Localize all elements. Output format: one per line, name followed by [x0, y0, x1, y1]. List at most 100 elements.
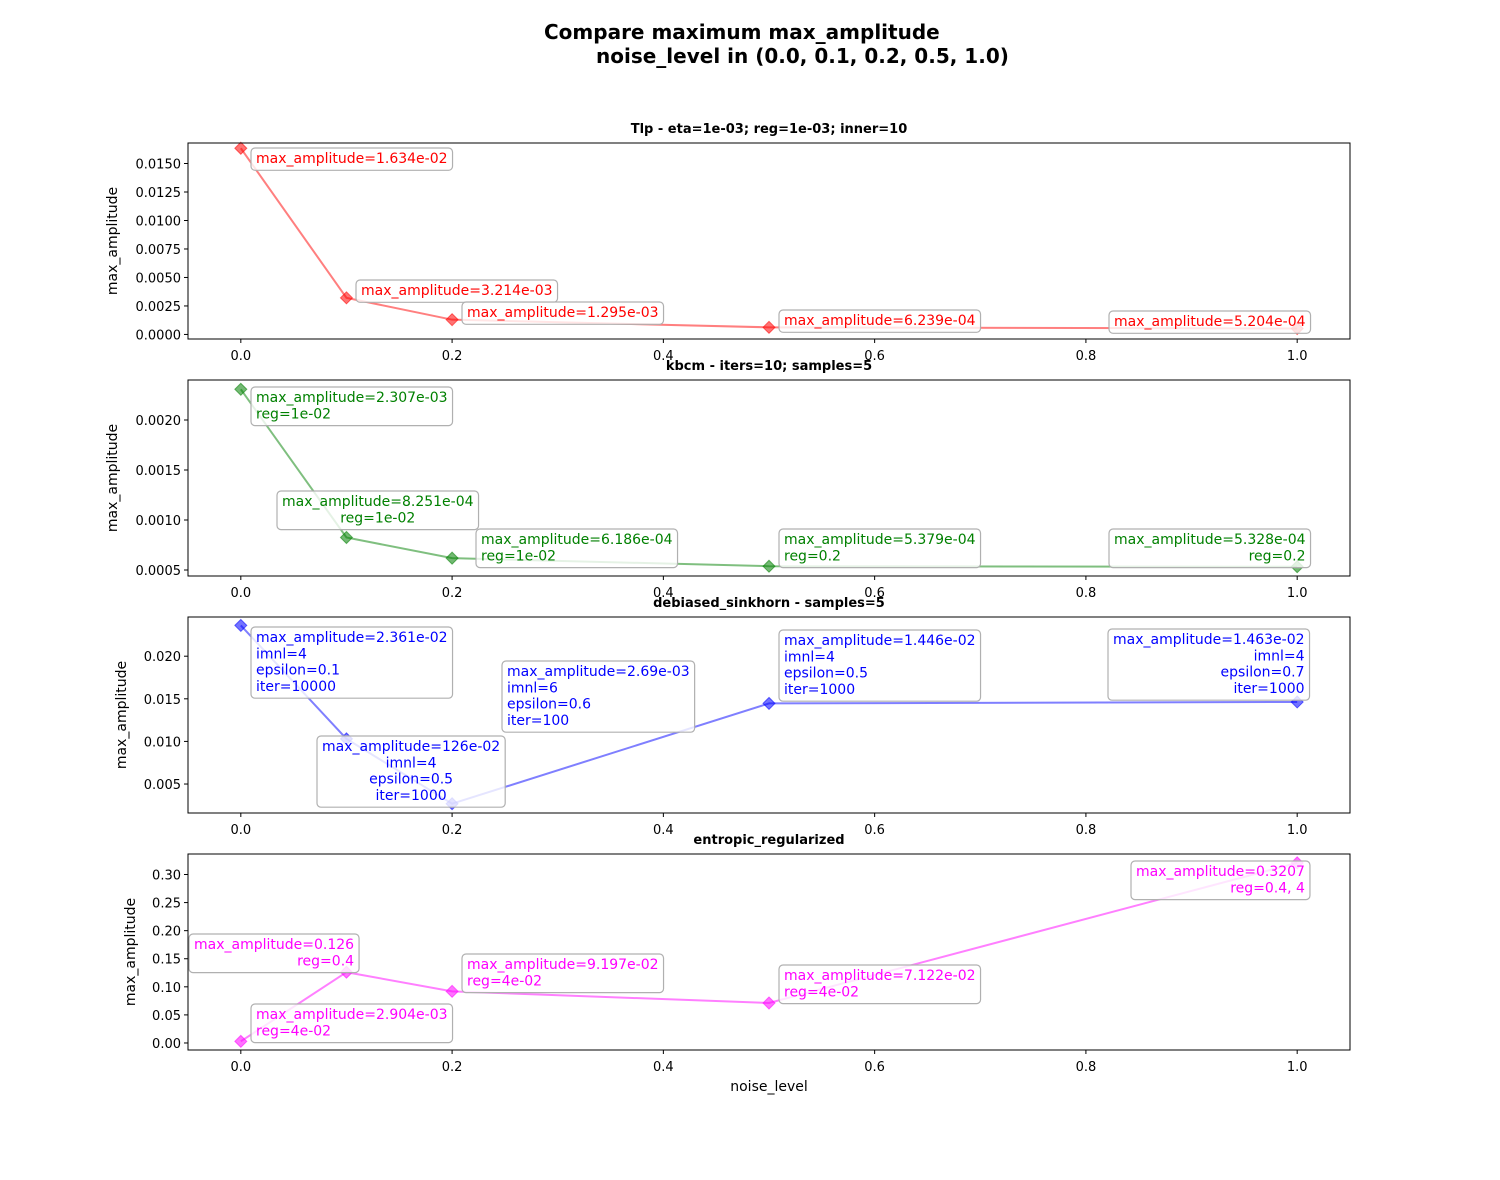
panels-container: Tlp - eta=1e-03; reg=1e-03; inner=100.0 0… — [105, 122, 1351, 1095]
annotation-text: max_amplitude=2.307e-03 — [256, 390, 448, 406]
y-tick-label: 0.00 — [152, 1037, 181, 1052]
y-tick-label: 0.0010 — [136, 514, 182, 529]
x-tick-label: 0.0 — [230, 1060, 251, 1075]
y-tick-label: 0.05 — [152, 1009, 181, 1024]
annotation-text: iter=1000 — [1233, 681, 1304, 697]
x-tick-label: 0.4 — [653, 349, 674, 364]
annotation-text: iter=1000 — [784, 682, 855, 698]
x-tick-label: 1.0 — [1287, 349, 1308, 364]
annotation-text: max_amplitude=7.122e-02 — [784, 968, 976, 984]
annotation-box — [778, 964, 982, 1005]
plot-frame — [187, 379, 1351, 577]
data-point-marker — [234, 1034, 248, 1049]
data-point-marker — [339, 530, 354, 545]
annotation-box — [250, 626, 454, 699]
y-tick-label: 0.15 — [152, 953, 181, 968]
data-point-marker — [234, 382, 248, 397]
annotation-text: reg=1e-02 — [256, 406, 331, 422]
annotation-box — [1130, 860, 1311, 901]
x-tick-label: 0.0 — [230, 349, 251, 364]
annotation-text: max_amplitude=8.251e-04 — [282, 494, 474, 510]
annotation-text: imnl=4 — [256, 646, 307, 662]
annotation: max_amplitude=6.239e-04 — [778, 309, 982, 333]
annotation-text: reg=0.4 — [297, 953, 354, 969]
data-point-marker — [762, 320, 776, 335]
data-point-marker — [445, 551, 459, 565]
annotation-box — [188, 933, 360, 974]
annotation-text: max_amplitude=2.904e-03 — [256, 1007, 448, 1023]
y-tick-label: 0.0125 — [136, 186, 182, 201]
plot-frame — [187, 142, 1351, 340]
panel-3: debiased_sinkhorn - samples=5 0.0 0.2 0.4 0.… — [114, 596, 1351, 838]
annotation-box — [778, 528, 982, 569]
y-tick-label: 0.005 — [144, 778, 181, 793]
x-tick-label: 0.8 — [1076, 586, 1097, 601]
annotation-text: epsilon=0.6 — [507, 697, 591, 713]
annotation-text: reg=0.2 — [784, 548, 841, 564]
x-axis-label: noise_level — [730, 1079, 808, 1095]
annotation-box — [316, 735, 506, 808]
plot-frame — [187, 853, 1351, 1051]
annotation-text: iter=1000 — [376, 788, 447, 804]
y-axis-label: max_amplitude — [105, 187, 121, 295]
annotation-text: epsilon=0.5 — [369, 772, 453, 788]
y-tick-label: 0.0020 — [136, 414, 182, 429]
annotation: max_amplitude=2.361e-02imnl=4epsilon=0.1… — [250, 626, 454, 699]
x-tick-label: 1.0 — [1287, 823, 1308, 838]
annotation: max_amplitude=1.295e-03 — [461, 301, 665, 325]
data-point-marker — [445, 312, 459, 327]
panel-1: Tlp - eta=1e-03; reg=1e-03; inner=100.0 0… — [105, 122, 1351, 364]
annotation-box — [250, 386, 454, 427]
y-tick-label: 0.10 — [152, 981, 181, 996]
annotation-text: imnl=4 — [784, 649, 835, 665]
annotation-box — [501, 660, 696, 733]
data-point-marker — [762, 996, 776, 1010]
y-tick-label: 0.20 — [152, 925, 181, 940]
annotation-text: max_amplitude=5.204e-04 — [1114, 314, 1306, 330]
y-tick-label: 0.25 — [152, 897, 181, 912]
annotation-text: reg=0.2 — [1249, 548, 1306, 564]
panel-title: kbcm - iters=10; samples=5 — [666, 359, 872, 374]
panel-title: Tlp - eta=1e-03; reg=1e-03; inner=10 — [631, 122, 908, 137]
x-tick-label: 0.6 — [864, 1060, 885, 1075]
annotation-text: max_amplitude=2.69e-03 — [507, 664, 690, 680]
data-point-marker — [234, 141, 248, 155]
annotation-text: max_amplitude=1.446e-02 — [784, 633, 976, 649]
plot-frame — [187, 616, 1351, 814]
x-tick-label: 1.0 — [1287, 586, 1308, 601]
annotation-text: imnl=4 — [386, 755, 437, 771]
annotation-box — [1108, 528, 1312, 569]
annotation-box — [461, 301, 665, 325]
x-tick-label: 0.6 — [864, 586, 885, 601]
annotation-text: max_amplitude=5.328e-04 — [1114, 532, 1306, 548]
y-tick-label: 0.0015 — [136, 464, 182, 479]
x-tick-label: 0.8 — [1076, 823, 1097, 838]
annotation-box — [475, 528, 679, 569]
annotation-box — [1107, 628, 1311, 701]
annotation-box — [250, 147, 454, 171]
annotation-text: reg=1e-02 — [481, 548, 556, 564]
annotation-text: max_amplitude=0.3207 — [1136, 864, 1305, 880]
x-tick-label: 0.4 — [653, 823, 674, 838]
annotation-box — [355, 279, 559, 303]
annotation-text: reg=0.4, 4 — [1230, 880, 1305, 896]
x-tick-label: 0.4 — [653, 1060, 674, 1075]
annotation-text: imnl=6 — [507, 680, 558, 696]
annotation: max_amplitude=2.69e-03imnl=6epsilon=0.6i… — [501, 660, 696, 733]
x-tick-label: 0.6 — [864, 823, 885, 838]
panel-title: entropic_regularized — [693, 833, 844, 848]
y-tick-label: 0.0025 — [136, 300, 182, 315]
annotation-text: max_amplitude=3.214e-03 — [361, 283, 553, 299]
data-point-marker — [339, 291, 354, 305]
annotation-text: max_amplitude=1.463e-02 — [1113, 632, 1305, 648]
